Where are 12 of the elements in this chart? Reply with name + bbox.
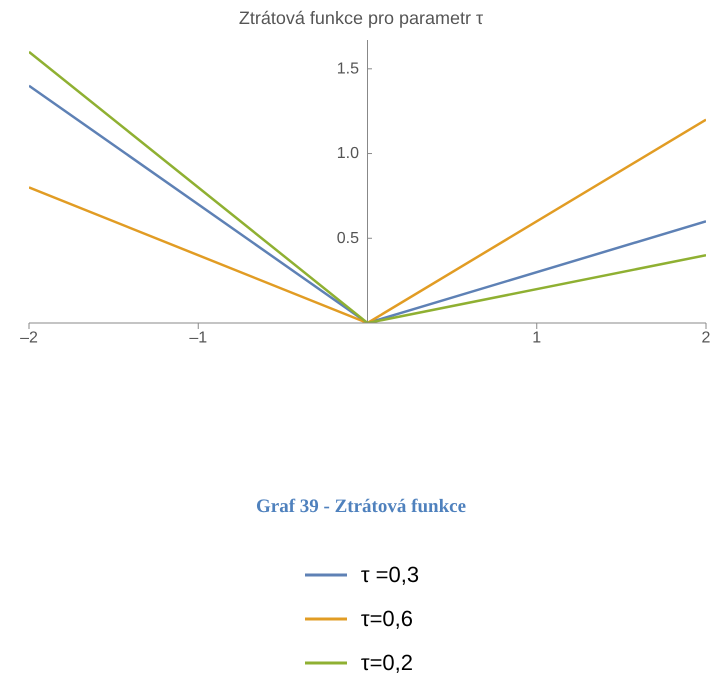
x-tick-label: –2 <box>20 329 38 346</box>
y-tick-label: 1.0 <box>336 145 360 162</box>
x-tick-label: 1 <box>532 329 542 346</box>
legend-label: τ =0,3 <box>360 561 420 589</box>
y-tick-label: 0.5 <box>336 230 360 247</box>
x-tick-label: 2 <box>702 329 711 346</box>
y-tick-label: 1.5 <box>336 60 360 78</box>
legend-label: τ=0,6 <box>360 605 413 633</box>
legend-label: τ=0,2 <box>360 649 413 675</box>
chart-title: Ztrátová funkce pro parametr τ <box>238 8 484 29</box>
text: Graf 39 - Ztrátová funkce <box>254 496 468 518</box>
x-tick-label: –1 <box>189 329 208 346</box>
